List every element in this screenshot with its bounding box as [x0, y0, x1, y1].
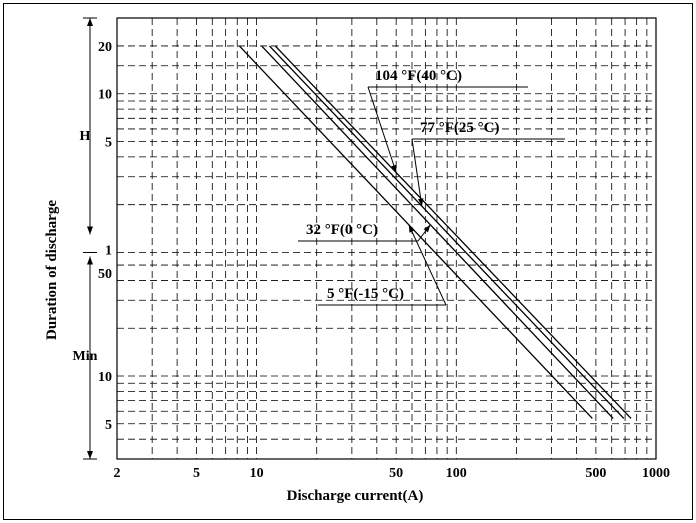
x-tick-label: 5	[193, 466, 200, 481]
dimension-arrow	[87, 226, 93, 235]
annotation-label: 5 °F(-15 °C)	[327, 286, 404, 302]
x-tick-label: 1000	[642, 466, 670, 481]
dimension-arrow	[87, 18, 93, 26]
y-axis-label: Duration of discharge	[44, 200, 60, 340]
annotation-leader	[367, 86, 397, 173]
annotations: 104 °F(40 °C) 77 °F(25 °C) 32 °F(0 °C) 5 °F…	[298, 68, 565, 306]
series-line	[274, 45, 632, 419]
chart-frame	[3, 3, 693, 520]
annotation-label: 77 °F(25 °C)	[420, 120, 499, 136]
series-lines	[238, 45, 632, 419]
annotation-leader	[408, 224, 447, 306]
x-tick-label: 10	[250, 466, 264, 481]
x-axis-label: Discharge current(A)	[287, 488, 424, 504]
plot-area-border	[116, 17, 657, 460]
x-tick-label: 100	[446, 466, 467, 481]
y-tick-labels: 5 10 50 1 5 10 20	[98, 40, 112, 433]
x-tick-label: 50	[389, 466, 403, 481]
y-unit-label-hours: H	[80, 129, 91, 144]
y-tick-label: 10	[98, 88, 112, 103]
series-line	[268, 45, 625, 419]
dimension-arrow	[87, 256, 93, 265]
y-tick-label: 50	[98, 267, 112, 282]
annotation-label: 32 °F(0 °C)	[306, 222, 378, 238]
annotation-leader	[411, 138, 423, 207]
y-tick-label: 10	[98, 370, 112, 385]
series-line	[261, 45, 614, 419]
y-tick-label: 5	[105, 136, 112, 151]
x-tick-labels: 2 5 10 50 100 500 1000	[114, 466, 671, 481]
annotation-arrow	[391, 164, 397, 173]
y-tick-label: 20	[98, 40, 112, 55]
x-tick-label: 500	[585, 466, 606, 481]
x-tick-label: 2	[114, 466, 121, 481]
unit-dimension-lines	[83, 17, 97, 460]
y-unit-label-minutes: Min	[73, 349, 98, 364]
grid-lines	[117, 18, 656, 459]
y-tick-label: 1	[105, 243, 112, 258]
annotation-label: 104 °F(40 °C)	[375, 68, 462, 84]
dimension-arrow	[87, 451, 93, 459]
series-line	[238, 45, 593, 419]
annotation-arrow	[408, 224, 415, 233]
annotation-arrow	[418, 198, 424, 207]
annotation-arrow	[423, 224, 431, 233]
y-tick-label: 5	[105, 418, 112, 433]
